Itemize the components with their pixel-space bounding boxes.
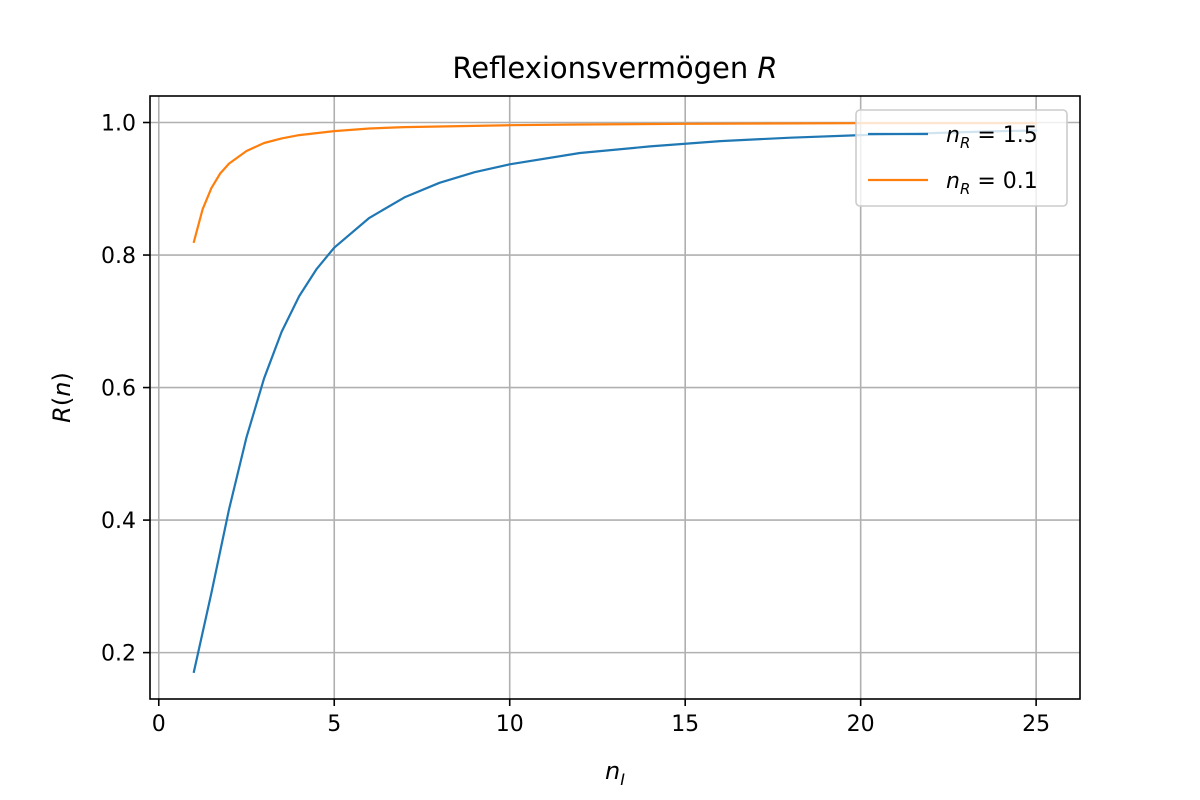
x-tick-label: 10	[496, 712, 524, 737]
chart-title-text: Reflexionsvermögen	[452, 51, 757, 85]
legend-label-eq: = 0.1	[970, 169, 1037, 194]
y-axis-label-arg: n	[48, 382, 76, 397]
x-tick-label: 5	[327, 712, 341, 737]
y-tick-label: 0.6	[101, 377, 136, 402]
legend-label-1: nR = 0.1	[946, 169, 1038, 198]
x-tick-label: 25	[1022, 712, 1050, 737]
series-line-0	[192, 129, 1038, 674]
plot-frame	[149, 95, 1081, 700]
legend-label-base: n	[946, 123, 960, 148]
x-tick-label: 0	[152, 712, 166, 737]
x-tick-label: 20	[847, 712, 875, 737]
y-axis-label-close-paren: )	[48, 372, 76, 381]
ticks: 0 5 10 15 20 25 0.2 0.4 0.6 0.8 1.0	[101, 112, 1050, 737]
y-axis-label-open-paren: (	[48, 397, 76, 406]
legend-label-sub: R	[960, 180, 970, 198]
x-axis-label-sub: I	[620, 770, 625, 789]
y-tick-label: 0.4	[101, 509, 136, 534]
y-tick-label: 0.8	[101, 244, 136, 269]
x-axis-label-base: n	[605, 757, 620, 785]
series-line-1	[192, 122, 1038, 244]
x-tick-label: 15	[671, 712, 699, 737]
y-axis-label: R(n)	[48, 372, 76, 423]
y-tick-label: 1.0	[101, 112, 136, 137]
x-axis-label: nI	[605, 757, 625, 789]
chart-title-var: R	[757, 51, 777, 85]
legend-label-sub: R	[960, 134, 970, 152]
chart-title: Reflexionsvermögen R	[452, 51, 777, 85]
legend-label-0: nR = 1.5	[946, 123, 1038, 152]
legend-label-eq: = 1.5	[970, 123, 1037, 148]
y-axis-label-base: R	[48, 406, 76, 423]
legend-label-base: n	[946, 169, 960, 194]
legend: nR = 1.5nR = 0.1	[855, 109, 1068, 207]
y-tick-label: 0.2	[101, 642, 136, 667]
series-layer	[192, 122, 1038, 674]
